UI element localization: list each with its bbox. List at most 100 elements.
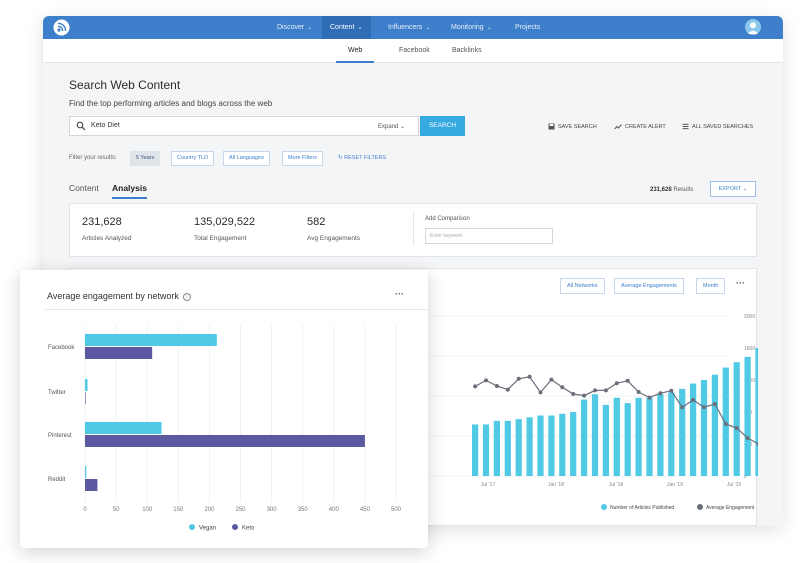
tab-analysis[interactable]: Analysis bbox=[112, 183, 147, 199]
x-tick-label: 500 bbox=[391, 507, 402, 513]
line-point bbox=[702, 405, 706, 410]
chart-bar bbox=[755, 348, 758, 476]
line-point bbox=[505, 387, 510, 392]
nav-projects-label: Projects bbox=[515, 24, 541, 31]
legend-label-engagement: Average Engagement bbox=[706, 505, 755, 511]
chart-bar bbox=[657, 394, 664, 476]
x-tick-label: 250 bbox=[235, 507, 246, 513]
filter-chip-more[interactable]: More Filters bbox=[282, 151, 324, 166]
expand-dropdown[interactable]: Expand ⌄ bbox=[378, 123, 405, 130]
line-point bbox=[494, 384, 499, 388]
line-point bbox=[647, 395, 652, 400]
filter-label: Filter your results: bbox=[69, 155, 117, 161]
nav-content[interactable]: Content ⌄ bbox=[322, 16, 371, 39]
chart-bar bbox=[722, 367, 729, 476]
logo-icon[interactable] bbox=[53, 19, 70, 36]
line-point bbox=[527, 374, 532, 379]
x-tick-label: 150 bbox=[173, 507, 184, 513]
chart-bar bbox=[733, 362, 740, 476]
all-saved-label: ALL SAVED SEARCHES bbox=[692, 124, 754, 130]
nav-content-label: Content bbox=[330, 24, 355, 31]
bar-keto bbox=[85, 479, 98, 491]
all-networks-button[interactable]: All Networks bbox=[560, 278, 605, 294]
search-query[interactable]: Keto Diet bbox=[91, 122, 120, 129]
line-point bbox=[745, 436, 750, 440]
nav-influencers[interactable]: Influencers ⌄ bbox=[388, 16, 430, 39]
legend-swatch-keto bbox=[232, 524, 238, 530]
chart-bar bbox=[482, 424, 490, 476]
chart-bar bbox=[744, 356, 751, 476]
chevron-down-icon: ⌄ bbox=[486, 25, 492, 31]
save-search-label: SAVE SEARCH bbox=[558, 124, 597, 130]
stats-panel: 231,628 Articles Analyzed 135,029,522 To… bbox=[69, 203, 757, 257]
chart-bar bbox=[613, 397, 620, 476]
x-tick-label: Jul '19 bbox=[727, 482, 742, 488]
comparison-input[interactable]: Enter keyword bbox=[425, 228, 553, 244]
stat-articles-value: 231,628 bbox=[82, 216, 122, 228]
line-point bbox=[680, 405, 685, 410]
category-label: Facebook bbox=[48, 345, 75, 351]
x-tick-label: 300 bbox=[267, 507, 278, 513]
search-button[interactable]: SEARCH bbox=[420, 116, 465, 136]
card-title-text: Average engagement by network bbox=[47, 291, 179, 301]
line-point bbox=[582, 393, 587, 398]
divider bbox=[413, 212, 414, 246]
reset-filters-button[interactable]: ↻ RESET FILTERS bbox=[338, 155, 386, 161]
nav-discover-label: Discover bbox=[277, 24, 305, 31]
chart-bar bbox=[493, 420, 500, 476]
stat-avg-label: Avg Engagements bbox=[307, 235, 360, 242]
page-subtitle: Find the top performing articles and blo… bbox=[69, 99, 273, 108]
legend-swatch-vegan bbox=[189, 524, 195, 530]
filter-chip-languages[interactable]: All Languages bbox=[223, 151, 270, 166]
expand-label: Expand bbox=[378, 124, 399, 130]
line-point bbox=[560, 385, 565, 390]
stat-engagement-label: Total Engagement bbox=[194, 235, 247, 242]
filter-chip-years[interactable]: 5 Years bbox=[130, 151, 161, 166]
user-icon bbox=[747, 22, 759, 34]
save-search-button[interactable]: SAVE SEARCH bbox=[548, 123, 597, 130]
legend-label-keto: Keto bbox=[242, 526, 255, 532]
export-button[interactable]: EXPORT ⌄ bbox=[710, 181, 756, 197]
nav-discover[interactable]: Discover ⌄ bbox=[277, 16, 312, 39]
line-point bbox=[756, 442, 758, 446]
chart-bar bbox=[668, 392, 675, 476]
chart-bar bbox=[591, 394, 599, 476]
search-icon bbox=[76, 121, 86, 131]
tab-backlinks[interactable]: Backlinks bbox=[452, 47, 482, 54]
nav-monitoring[interactable]: Monitoring ⌄ bbox=[451, 16, 492, 39]
more-options-icon[interactable]: ··· bbox=[395, 289, 404, 299]
average-engagements-button[interactable]: Average Engagements bbox=[614, 278, 684, 294]
category-label: Twitter bbox=[48, 390, 66, 396]
line-point bbox=[723, 422, 728, 426]
search-input[interactable]: Keto Diet Expand ⌄ bbox=[69, 116, 419, 136]
filter-chip-country[interactable]: Country TLD bbox=[171, 151, 215, 166]
tab-web[interactable]: Web bbox=[336, 39, 375, 63]
tab-facebook[interactable]: Facebook bbox=[399, 47, 430, 54]
chart-bar bbox=[548, 415, 555, 476]
tab-content[interactable]: Content bbox=[69, 183, 99, 193]
chart-bar bbox=[515, 419, 522, 476]
x-tick-label: 400 bbox=[329, 507, 340, 513]
line-point bbox=[473, 384, 478, 389]
results-label: Results bbox=[673, 187, 694, 193]
chart-bar bbox=[624, 403, 631, 476]
x-tick-label: 350 bbox=[298, 507, 309, 513]
create-alert-button[interactable]: CREATE ALERT bbox=[614, 123, 666, 130]
sub-navigation: Web Facebook Backlinks bbox=[43, 39, 783, 63]
bar-vegan bbox=[85, 334, 217, 346]
bar-keto bbox=[85, 347, 153, 359]
divider bbox=[45, 309, 430, 310]
chart-bar bbox=[559, 413, 566, 476]
nav-projects[interactable]: Projects bbox=[515, 16, 540, 39]
x-tick-label: 0 bbox=[83, 507, 87, 513]
more-options-icon[interactable]: ··· bbox=[736, 278, 745, 288]
line-point bbox=[691, 398, 696, 402]
month-button[interactable]: Month bbox=[696, 278, 726, 294]
all-saved-searches-button[interactable]: ALL SAVED SEARCHES bbox=[682, 123, 753, 130]
avatar[interactable] bbox=[745, 19, 761, 35]
results-number: 231,628 bbox=[650, 187, 672, 193]
chart-bar bbox=[602, 404, 609, 476]
legend-swatch-articles bbox=[601, 504, 607, 510]
chart-bar bbox=[504, 420, 511, 476]
info-icon[interactable]: i bbox=[182, 293, 191, 301]
